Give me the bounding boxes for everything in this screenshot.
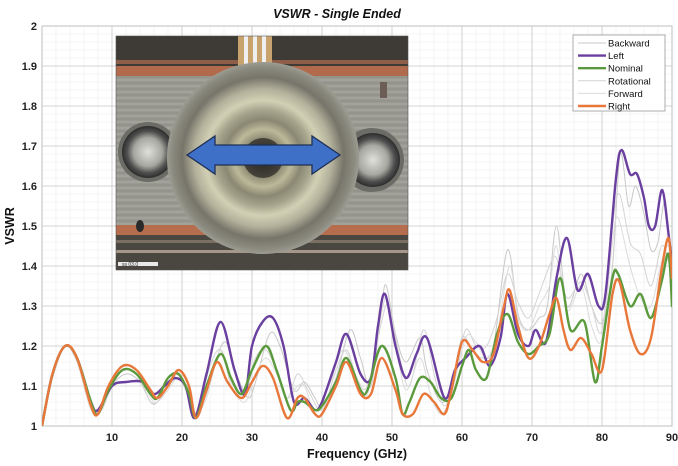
series-line-left [42, 148, 672, 426]
y-tick-label: 1.1 [22, 381, 37, 393]
y-tick-label: 1.7 [22, 141, 37, 153]
legend-label-right: Right [608, 102, 631, 113]
y-tick-label: 1.8 [22, 101, 37, 113]
series-line-right [42, 236, 672, 426]
y-tick-label: 1.3 [22, 301, 37, 313]
y-tick-label: 1.9 [22, 61, 37, 73]
x-tick-label: 40 [316, 432, 328, 444]
inset-scale-label: ss 03.0 [122, 262, 138, 268]
y-tick-label: 2 [31, 21, 37, 33]
legend-label-rotational: Rotational [608, 76, 651, 87]
y-tick-label: 1.4 [22, 261, 38, 273]
x-tick-label: 10 [106, 432, 118, 444]
x-axis-title: Frequency (GHz) [307, 447, 407, 461]
plot-frame [41, 25, 673, 427]
bidirectional-arrow-icon [185, 134, 342, 176]
x-tick-label: 60 [456, 432, 468, 444]
y-tick-label: 1 [31, 421, 37, 433]
x-tick-label: 70 [526, 432, 538, 444]
x-tick-label: 50 [386, 432, 398, 444]
legend-label-left: Left [608, 51, 624, 62]
series-lines [42, 148, 672, 426]
legend-label-forward: Forward [608, 89, 643, 100]
y-tick-label: 1.6 [22, 181, 37, 193]
legend-box [572, 34, 666, 112]
chart-title: VSWR - Single Ended [273, 7, 401, 21]
x-tick-label: 80 [596, 432, 608, 444]
inset-photo: ss 03.0 [115, 35, 409, 271]
x-tick-label: 20 [176, 432, 188, 444]
x-tick-label: 30 [246, 432, 258, 444]
y-axis-title: VSWR [3, 207, 17, 245]
x-tick-label: 90 [666, 432, 678, 444]
x-tick-labels: 10 20 30 40 50 60 70 80 90 [106, 432, 678, 444]
legend-label-nominal: Nominal [608, 64, 643, 75]
y-tick-label: 1.2 [22, 341, 37, 353]
y-tick-labels: 1 1.1 1.2 1.3 1.4 1.5 1.6 1.7 1.8 1.9 2 [22, 21, 38, 433]
y-tick-label: 1.5 [22, 221, 37, 233]
legend-label-backward: Backward [608, 39, 650, 50]
